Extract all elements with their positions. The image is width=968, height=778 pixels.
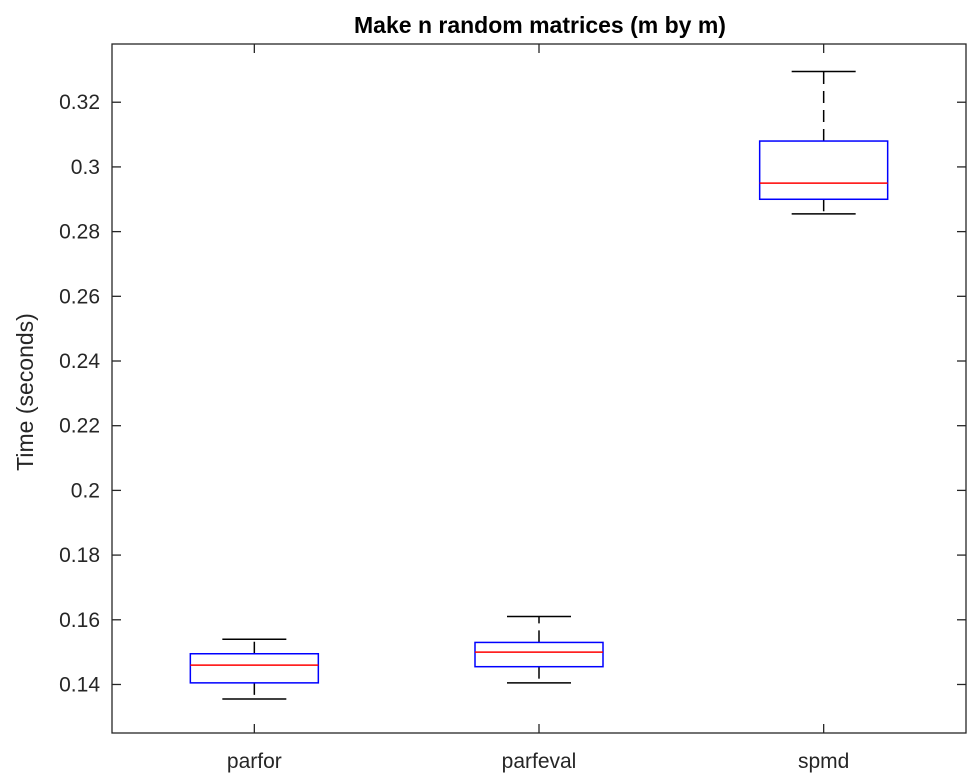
chart-title: Make n random matrices (m by m) xyxy=(354,12,726,38)
y-tick-label: 0.24 xyxy=(59,350,100,373)
plot-frame xyxy=(111,43,967,734)
y-tick-label: 0.26 xyxy=(59,285,100,308)
y-tick-label: 0.14 xyxy=(59,673,100,696)
y-tick-label: 0.22 xyxy=(59,415,100,438)
y-tick-label: 0.16 xyxy=(59,609,100,632)
box-iqr xyxy=(474,641,604,668)
y-tick-label: 0.3 xyxy=(71,156,100,179)
box-iqr xyxy=(758,140,889,201)
y-tick-label: 0.2 xyxy=(71,479,100,502)
y-axis-label: Time (seconds) xyxy=(12,313,38,471)
y-tick-label: 0.32 xyxy=(59,91,100,114)
y-tick-label: 0.28 xyxy=(59,221,100,244)
x-tick-label: spmd xyxy=(798,750,849,773)
y-tick-label: 0.18 xyxy=(59,544,100,567)
x-tick-label: parfor xyxy=(227,750,282,773)
box-iqr xyxy=(189,652,320,684)
x-tick-label: parfeval xyxy=(502,750,577,773)
plot-area: 0.14 0.16 0.18 0.2 0.22 0.24 0.26 0.28 0.3 0.32 pa… xyxy=(59,43,967,773)
